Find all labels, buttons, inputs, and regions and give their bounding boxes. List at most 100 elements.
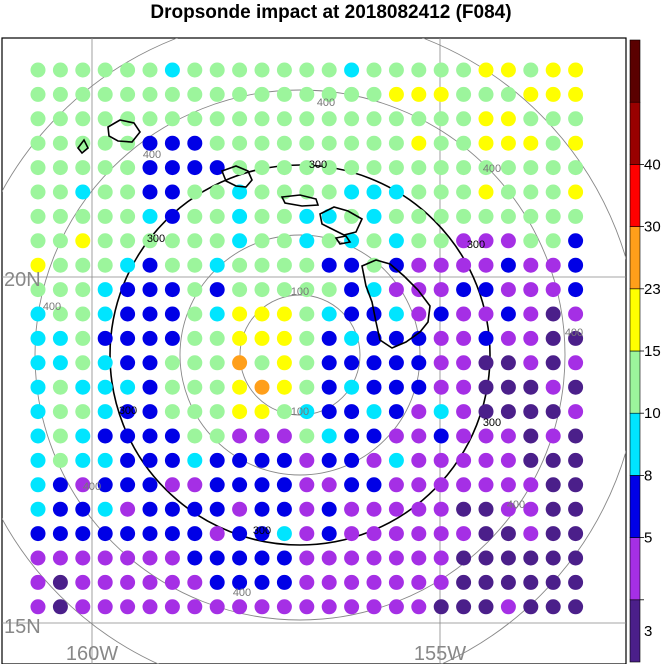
impact-dot <box>142 86 158 102</box>
impact-dot <box>568 428 584 444</box>
impact-dot <box>30 282 46 298</box>
impact-dot <box>433 379 449 395</box>
impact-dot <box>411 184 427 200</box>
impact-dot <box>97 233 113 249</box>
impact-dot <box>388 208 404 224</box>
impact-dot <box>411 306 427 322</box>
impact-dot <box>30 477 46 493</box>
impact-dot <box>30 501 46 517</box>
impact-dot <box>388 452 404 468</box>
ring-label-300-bottom: 300 <box>253 525 271 537</box>
impact-dot <box>209 355 225 371</box>
impact-dot <box>411 208 427 224</box>
impact-dot <box>388 501 404 517</box>
impact-dot <box>478 550 494 566</box>
impact-dot <box>456 111 472 127</box>
impact-dot <box>120 526 136 542</box>
impact-dot <box>456 160 472 176</box>
impact-dot <box>276 526 292 542</box>
ring-label-400-top: 400 <box>317 97 335 109</box>
impact-dot <box>142 452 158 468</box>
impact-dot <box>523 282 539 298</box>
impact-dot <box>120 160 136 176</box>
impact-dot <box>232 62 248 78</box>
impact-dot <box>478 306 494 322</box>
impact-dot <box>97 257 113 273</box>
impact-dot <box>388 306 404 322</box>
impact-dot <box>478 330 494 346</box>
impact-dot <box>388 599 404 615</box>
impact-dot <box>142 501 158 517</box>
impact-dot <box>30 550 46 566</box>
impact-dot <box>97 330 113 346</box>
impact-dot <box>120 208 136 224</box>
impact-dot <box>164 306 180 322</box>
impact-dot <box>545 233 561 249</box>
impact-dot <box>209 257 225 273</box>
colorbar-segment <box>629 537 641 601</box>
impact-dot <box>120 477 136 493</box>
impact-dot <box>366 257 382 273</box>
impact-dot <box>254 574 270 590</box>
impact-dot <box>478 62 494 78</box>
impact-dot <box>97 452 113 468</box>
impact-dot <box>366 135 382 151</box>
impact-dot <box>142 404 158 420</box>
impact-dot <box>456 306 472 322</box>
impact-dot <box>30 257 46 273</box>
impact-dot <box>30 160 46 176</box>
impact-dot <box>388 184 404 200</box>
impact-dot <box>187 404 203 420</box>
impact-dot <box>30 355 46 371</box>
impact-dot <box>120 62 136 78</box>
impact-dot <box>478 160 494 176</box>
impact-dot <box>411 452 427 468</box>
impact-dot <box>254 330 270 346</box>
impact-dot <box>433 599 449 615</box>
impact-dot <box>254 62 270 78</box>
impact-dot <box>299 379 315 395</box>
impact-dot <box>411 379 427 395</box>
impact-dot <box>411 550 427 566</box>
impact-dot <box>500 355 516 371</box>
impact-dot <box>523 160 539 176</box>
impact-dot <box>500 282 516 298</box>
impact-dot <box>344 233 360 249</box>
impact-dot <box>478 111 494 127</box>
impact-dot <box>120 233 136 249</box>
impact-dot <box>52 111 68 127</box>
impact-dot <box>120 404 136 420</box>
impact-dot <box>276 208 292 224</box>
impact-dot <box>232 599 248 615</box>
impact-dot <box>30 135 46 151</box>
impact-dot <box>209 550 225 566</box>
impact-dot <box>321 257 337 273</box>
impact-dot <box>388 111 404 127</box>
impact-dot <box>120 306 136 322</box>
colorbar-label: 10 <box>644 405 661 422</box>
impact-dot <box>52 135 68 151</box>
impact-dot <box>299 501 315 517</box>
impact-dot <box>30 599 46 615</box>
impact-dot <box>209 428 225 444</box>
impact-dot <box>433 574 449 590</box>
impact-dot <box>545 86 561 102</box>
impact-dot <box>478 526 494 542</box>
impact-dot <box>500 574 516 590</box>
impact-dot <box>52 574 68 590</box>
impact-dot <box>433 184 449 200</box>
impact-dot <box>299 404 315 420</box>
impact-dot <box>568 208 584 224</box>
impact-dot <box>366 477 382 493</box>
colorbar-segment <box>629 475 641 538</box>
impact-dot <box>232 428 248 444</box>
impact-dot <box>500 160 516 176</box>
impact-dot <box>30 574 46 590</box>
impact-dot <box>142 550 158 566</box>
impact-dot <box>388 574 404 590</box>
impact-dot <box>545 257 561 273</box>
impact-dot <box>388 257 404 273</box>
impact-dot <box>232 477 248 493</box>
impact-dot <box>52 355 68 371</box>
